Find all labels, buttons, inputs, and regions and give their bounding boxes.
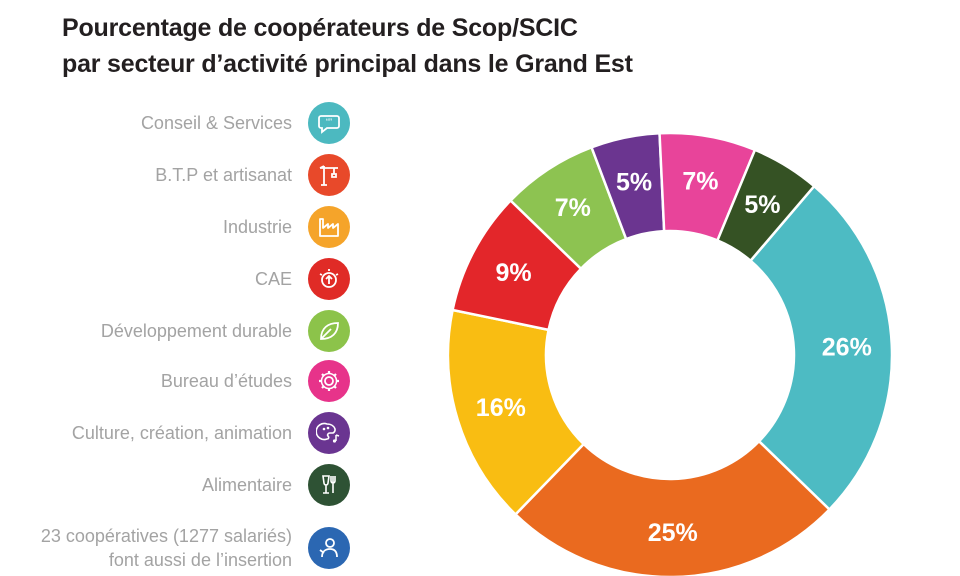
legend-item-bureau-etudes: Bureau d’études [161, 358, 350, 404]
legend-item-btp: B.T.P et artisanat [155, 152, 350, 198]
legend-label-line2: font aussi de l’insertion [108, 550, 292, 570]
legend-item-culture: Culture, création, animation [72, 410, 350, 456]
legend-label: Conseil & Services [140, 113, 292, 133]
slice-value-label: 9% [496, 259, 532, 287]
donut-chart: 26% 25% 16% 9% 7% 5% 7% 5% [446, 131, 894, 576]
legend-label: Développement durable [100, 321, 292, 341]
legend-label: B.T.P et artisanat [155, 165, 292, 185]
speech-bubble-icon: “” [308, 102, 350, 144]
legend-label: CAE [254, 269, 292, 289]
glass-fork-icon [308, 464, 350, 506]
slice-value-label: 16% [476, 394, 526, 422]
person-icon [308, 527, 350, 569]
legend-item-cae: CAE [255, 256, 350, 302]
chart-title-line1: Pourcentage de coopérateurs de Scop/SCIC [62, 14, 578, 42]
chart-title: Pourcentage de coopérateurs de Scop/SCIC… [62, 10, 782, 82]
legend-label: Industrie [222, 217, 292, 237]
chart-title-line2: par secteur d’activité principal dans le… [62, 50, 633, 78]
slice-value-label: 25% [648, 519, 698, 547]
crane-icon [308, 154, 350, 196]
legend-label-insertion: 23 coopératives (1277 salariés) font aus… [41, 524, 292, 572]
sun-arrow-icon [308, 258, 350, 300]
gear-icon [308, 360, 350, 402]
donut-slice [715, 148, 816, 263]
legend-item-developpement-durable: Développement durable [101, 308, 350, 354]
legend-item-insertion: 23 coopératives (1277 salariés) font aus… [41, 523, 350, 573]
leaf-icon [308, 310, 350, 352]
slice-value-label: 7% [682, 168, 718, 196]
legend-item-alimentaire: Alimentaire [202, 462, 350, 508]
slice-value-label: 5% [744, 191, 780, 219]
donut-slice [513, 439, 832, 576]
slice-value-label: 5% [616, 169, 652, 197]
factory-icon [308, 206, 350, 248]
palette-music-icon [308, 412, 350, 454]
legend: Conseil & Services “” B.T.P et artisanat… [0, 0, 380, 576]
legend-label: Culture, création, animation [71, 423, 292, 443]
legend-label-line1: 23 coopératives (1277 salariés) [40, 526, 292, 546]
svg-text:“”: “” [326, 117, 332, 127]
slice-value-label: 26% [822, 334, 872, 362]
slice-value-label: 7% [555, 194, 591, 222]
donut-slice [748, 184, 894, 512]
legend-item-industrie: Industrie [223, 204, 350, 250]
legend-label: Bureau d’études [160, 371, 292, 391]
legend-label: Alimentaire [201, 475, 292, 495]
legend-item-conseil-services: Conseil & Services “” [141, 100, 350, 146]
